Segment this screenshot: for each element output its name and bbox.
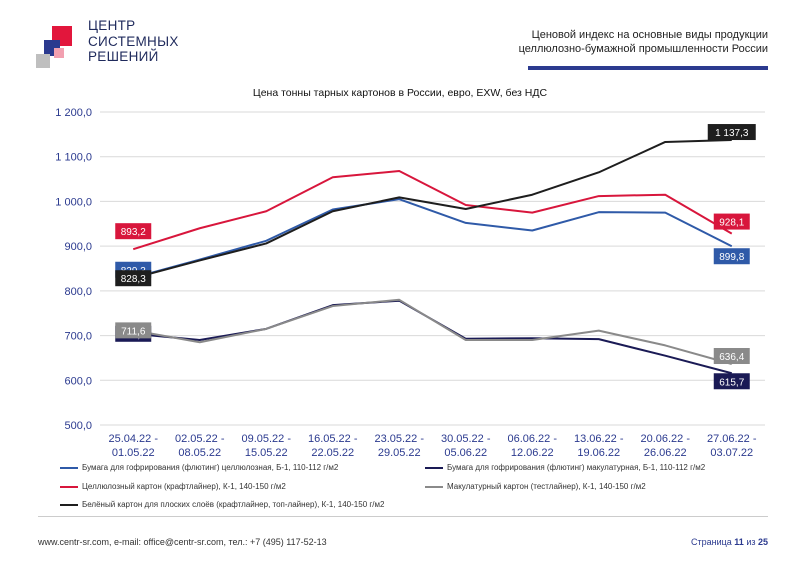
data-label-text: 1 137,3	[715, 128, 749, 139]
footer-divider	[38, 516, 768, 517]
legend-item: Белёный картон для плоских слоёв (крафтл…	[60, 500, 384, 509]
series-line	[132, 198, 733, 279]
chart-title: Цена тонны тарных картонов в России, евр…	[252, 87, 548, 99]
data-label-box	[713, 348, 750, 365]
x-tick-label: 15.05.22	[245, 447, 288, 459]
data-label-text: 636,4	[719, 352, 744, 363]
report-title-line-2: целлюлозно-бумажной промышленности Росси…	[518, 43, 768, 55]
legend-swatch	[425, 485, 443, 488]
data-label-text: 711,6	[121, 326, 146, 337]
x-tick-label: 22.05.22	[311, 447, 354, 459]
legend-item: Бумага для гофрирования (флютинг) целлюл…	[60, 463, 338, 472]
data-label-text: 615,7	[719, 377, 744, 388]
y-tick-label: 1 000,0	[55, 196, 92, 208]
data-label: 893,2	[115, 223, 152, 240]
page-prefix: Страница	[690, 537, 732, 547]
data-label-text: 828,3	[121, 274, 146, 285]
data-label-box	[707, 124, 756, 141]
y-tick-label: 600,0	[64, 375, 92, 387]
x-tick-label: 26.06.22	[644, 447, 687, 459]
legend-swatch	[60, 503, 78, 506]
report-title: Ценовой индекс на основные виды продукци…	[468, 28, 768, 56]
series-lines	[132, 139, 733, 375]
x-tick-label: 13.06.22 -	[574, 433, 624, 445]
legend-item: Бумага для гофрирования (флютинг) макула…	[425, 463, 705, 472]
legend-swatch	[60, 466, 78, 469]
x-tick-label: 29.05.22	[378, 447, 421, 459]
data-label: 928,1	[713, 213, 750, 230]
page-of: из	[746, 537, 756, 547]
x-tick-label: 25.04.22 -	[108, 433, 158, 445]
report-title-line-1: Ценовой индекс на основные виды продукци…	[531, 29, 768, 41]
data-label-box	[115, 322, 152, 339]
data-label: 615,7	[713, 373, 750, 390]
y-tick-label: 1 100,0	[55, 152, 92, 164]
data-label: 711,6	[115, 322, 152, 339]
series-line	[132, 170, 733, 251]
y-tick-label: 700,0	[64, 331, 92, 343]
y-tick-label: 1 200,0	[55, 107, 92, 119]
x-axis-ticks: 25.04.22 - 01.05.22 02.05.22 - 08.05.22 09.0…	[108, 433, 756, 459]
y-tick-label: 500,0	[64, 420, 92, 432]
data-label-box	[713, 213, 750, 230]
logo-square-gray	[36, 54, 50, 68]
legend-swatch	[425, 466, 443, 469]
x-tick-label: 12.06.22	[511, 447, 554, 459]
data-label-text: 899,8	[719, 252, 744, 263]
legend-label: Макулатурный картон (тестлайнер), К-1, 1…	[447, 482, 646, 491]
data-label: 899,8	[713, 248, 750, 265]
chart-grid	[100, 111, 765, 426]
data-labels: 829,3899,8704,0615,7893,2928,1711,6636,4…	[115, 124, 756, 390]
x-tick-label: 06.06.22 -	[507, 433, 557, 445]
y-axis-ticks: 500,0 600,0 700,0 800,0 900,0 1 000,0 1 100,0 1…	[55, 107, 92, 432]
page-total: 25	[757, 537, 768, 547]
x-tick-label: 08.05.22	[178, 447, 221, 459]
x-tick-label: 20.06.22 -	[640, 433, 690, 445]
legend-item: Макулатурный картон (тестлайнер), К-1, 1…	[425, 482, 646, 491]
logo-line-2: СИСТЕМНЫХ	[88, 33, 179, 49]
y-tick-label: 900,0	[64, 241, 92, 253]
x-tick-label: 02.05.22 -	[175, 433, 225, 445]
legend-item: Целлюлозный картон (крафтлайнер), К-1, 1…	[60, 482, 286, 491]
data-label: 636,4	[713, 348, 750, 365]
company-logo: ЦЕНТР СИСТЕМНЫХ РЕШЕНИЙ	[30, 18, 200, 78]
page-number: 11	[734, 537, 744, 547]
legend-swatch	[60, 485, 78, 488]
logo-text: ЦЕНТР СИСТЕМНЫХ РЕШЕНИЙ	[88, 18, 179, 65]
logo-line-3: РЕШЕНИЙ	[88, 49, 159, 64]
data-label-box	[713, 248, 750, 265]
data-label-text: 893,2	[121, 227, 146, 238]
data-label: 1 137,3	[707, 124, 756, 141]
data-label-box	[713, 373, 750, 390]
page-counter: Страница 11 из 25	[691, 537, 768, 547]
data-label: 828,3	[115, 270, 152, 287]
x-tick-label: 19.06.22	[577, 447, 620, 459]
header-accent-bar	[528, 66, 768, 70]
x-tick-label: 03.07.22	[710, 447, 753, 459]
y-tick-label: 800,0	[64, 286, 92, 298]
x-tick-label: 30.05.22 -	[441, 433, 491, 445]
data-label-box	[115, 270, 152, 287]
data-label-box	[115, 223, 152, 240]
legend-label: Белёный картон для плоских слоёв (крафтл…	[82, 500, 385, 509]
series-line	[132, 139, 732, 280]
x-tick-label: 23.05.22 -	[374, 433, 424, 445]
logo-line-1: ЦЕНТР	[88, 18, 136, 33]
x-tick-label: 09.05.22 -	[241, 433, 291, 445]
data-label-text: 928,1	[719, 218, 744, 229]
x-tick-label: 05.06.22	[444, 447, 487, 459]
legend-label: Бумага для гофрирования (флютинг) макула…	[447, 463, 706, 472]
logo-square-pink	[54, 48, 64, 58]
legend-label: Бумага для гофрирования (флютинг) целлюл…	[82, 463, 339, 472]
legend-label: Целлюлозный картон (крафтлайнер), К-1, 1…	[82, 482, 286, 491]
series-line	[133, 298, 733, 365]
x-tick-label: 27.06.22 -	[707, 433, 757, 445]
footer-contacts: www.centr-sr.com, e-mail: office@centr-s…	[38, 537, 327, 547]
x-tick-label: 16.05.22 -	[308, 433, 358, 445]
x-tick-label: 01.05.22	[112, 447, 155, 459]
